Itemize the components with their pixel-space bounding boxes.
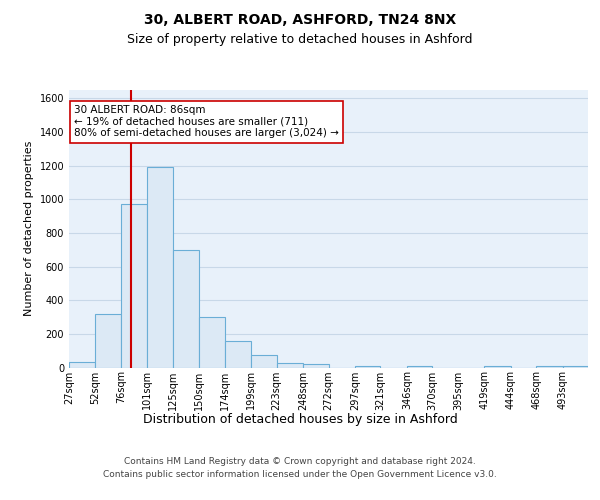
Bar	[563, 366, 588, 368]
Bar	[355, 366, 380, 368]
Bar	[303, 364, 329, 368]
Bar	[121, 204, 148, 368]
Bar	[199, 317, 224, 368]
Bar	[251, 355, 277, 368]
Bar	[277, 364, 303, 368]
Text: Distribution of detached houses by size in Ashford: Distribution of detached houses by size …	[143, 412, 457, 426]
Bar	[536, 366, 563, 368]
Text: Contains HM Land Registry data © Crown copyright and database right 2024.
Contai: Contains HM Land Registry data © Crown c…	[103, 458, 497, 479]
Bar	[407, 366, 432, 368]
Text: 30 ALBERT ROAD: 86sqm
← 19% of detached houses are smaller (711)
80% of semi-det: 30 ALBERT ROAD: 86sqm ← 19% of detached …	[74, 105, 339, 138]
Bar	[224, 342, 251, 367]
Text: Size of property relative to detached houses in Ashford: Size of property relative to detached ho…	[127, 32, 473, 46]
Y-axis label: Number of detached properties: Number of detached properties	[24, 141, 34, 316]
Bar	[173, 250, 199, 368]
Bar	[95, 314, 121, 368]
Bar	[484, 366, 511, 368]
Bar	[148, 168, 173, 368]
Text: 30, ALBERT ROAD, ASHFORD, TN24 8NX: 30, ALBERT ROAD, ASHFORD, TN24 8NX	[144, 12, 456, 26]
Bar	[69, 362, 95, 368]
